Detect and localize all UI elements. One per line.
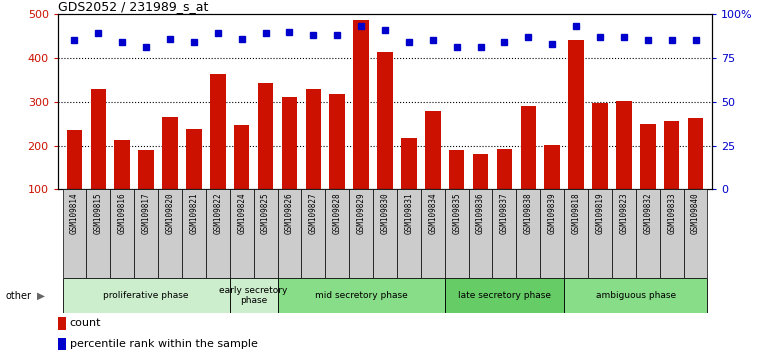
Bar — [660, 189, 684, 278]
Text: GSM109839: GSM109839 — [547, 192, 557, 234]
Bar — [206, 189, 229, 278]
Bar — [229, 278, 277, 313]
Bar — [277, 189, 301, 278]
Text: GSM109819: GSM109819 — [595, 192, 604, 234]
Text: proliferative phase: proliferative phase — [103, 291, 189, 300]
Bar — [62, 278, 229, 313]
Text: count: count — [69, 319, 101, 329]
Bar — [353, 20, 369, 233]
Bar — [234, 125, 249, 233]
Bar — [616, 101, 631, 233]
Text: GSM109824: GSM109824 — [237, 192, 246, 234]
Bar — [517, 189, 541, 278]
Text: percentile rank within the sample: percentile rank within the sample — [69, 339, 257, 349]
Text: GSM109838: GSM109838 — [524, 192, 533, 234]
Bar — [86, 189, 110, 278]
Bar — [445, 278, 564, 313]
Bar — [210, 74, 226, 233]
Bar — [110, 189, 134, 278]
Bar — [449, 150, 464, 233]
Text: GDS2052 / 231989_s_at: GDS2052 / 231989_s_at — [58, 0, 208, 13]
Bar — [664, 121, 679, 233]
Text: GSM109840: GSM109840 — [691, 192, 700, 234]
Text: GSM109828: GSM109828 — [333, 192, 342, 234]
Text: late secretory phase: late secretory phase — [458, 291, 551, 300]
Bar — [91, 88, 106, 233]
Bar — [58, 318, 65, 330]
Bar — [636, 189, 660, 278]
Text: GSM109823: GSM109823 — [619, 192, 628, 234]
Bar — [521, 106, 536, 233]
Bar — [592, 103, 608, 233]
Bar — [497, 149, 512, 233]
Bar — [158, 189, 182, 278]
Bar — [588, 189, 612, 278]
Bar — [330, 94, 345, 233]
Text: GSM109833: GSM109833 — [667, 192, 676, 234]
Text: GSM109826: GSM109826 — [285, 192, 294, 234]
Bar — [469, 189, 493, 278]
Text: mid secretory phase: mid secretory phase — [315, 291, 407, 300]
Text: GSM109817: GSM109817 — [142, 192, 151, 234]
Text: GSM109827: GSM109827 — [309, 192, 318, 234]
Bar — [349, 189, 373, 278]
Bar — [425, 112, 440, 233]
Bar — [684, 189, 708, 278]
Bar — [162, 117, 178, 233]
Bar — [373, 189, 397, 278]
Bar — [306, 89, 321, 233]
Bar — [544, 145, 560, 233]
Text: GSM109830: GSM109830 — [380, 192, 390, 234]
Text: GSM109815: GSM109815 — [94, 192, 103, 234]
Bar — [58, 338, 65, 350]
Text: ambiguous phase: ambiguous phase — [596, 291, 676, 300]
Bar — [182, 189, 206, 278]
Bar — [640, 124, 655, 233]
Text: GSM109832: GSM109832 — [643, 192, 652, 234]
Bar — [564, 278, 708, 313]
Bar — [421, 189, 445, 278]
Bar — [612, 189, 636, 278]
Bar — [67, 130, 82, 233]
Bar — [258, 84, 273, 233]
Bar — [134, 189, 158, 278]
Bar — [301, 189, 325, 278]
Bar — [229, 189, 253, 278]
Bar — [541, 189, 564, 278]
Bar — [115, 140, 130, 233]
Bar — [62, 189, 86, 278]
Text: GSM109835: GSM109835 — [452, 192, 461, 234]
Bar — [564, 189, 588, 278]
Text: GSM109829: GSM109829 — [357, 192, 366, 234]
Bar — [445, 189, 469, 278]
Bar — [325, 189, 349, 278]
Bar — [688, 119, 703, 233]
Text: ▶: ▶ — [37, 291, 45, 301]
Bar — [277, 278, 445, 313]
Text: GSM109825: GSM109825 — [261, 192, 270, 234]
Bar — [186, 129, 202, 233]
Text: GSM109814: GSM109814 — [70, 192, 79, 234]
Bar — [139, 149, 154, 233]
Bar — [377, 52, 393, 233]
Bar — [282, 97, 297, 233]
Text: other: other — [5, 291, 32, 301]
Bar — [401, 138, 417, 233]
Text: GSM109818: GSM109818 — [571, 192, 581, 234]
Text: GSM109831: GSM109831 — [404, 192, 413, 234]
Text: GSM109816: GSM109816 — [118, 192, 127, 234]
Text: GSM109822: GSM109822 — [213, 192, 223, 234]
Text: GSM109834: GSM109834 — [428, 192, 437, 234]
Text: GSM109836: GSM109836 — [476, 192, 485, 234]
Text: early secretory
phase: early secretory phase — [219, 286, 288, 305]
Text: GSM109820: GSM109820 — [166, 192, 175, 234]
Bar — [473, 154, 488, 233]
Text: GSM109821: GSM109821 — [189, 192, 199, 234]
Text: GSM109837: GSM109837 — [500, 192, 509, 234]
Bar — [568, 40, 584, 233]
Bar — [253, 189, 277, 278]
Bar — [397, 189, 421, 278]
Bar — [493, 189, 517, 278]
